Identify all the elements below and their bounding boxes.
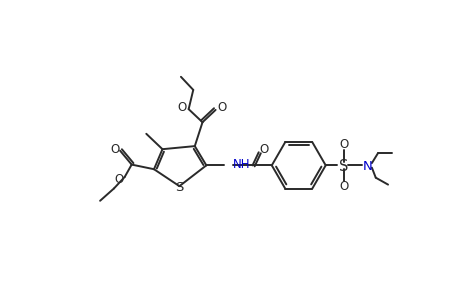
Text: O: O [260, 143, 269, 157]
Text: O: O [115, 173, 124, 186]
Text: O: O [340, 138, 349, 151]
Text: O: O [110, 143, 119, 156]
Text: S: S [175, 181, 184, 194]
Text: N: N [363, 160, 373, 172]
Text: O: O [217, 101, 227, 114]
Text: O: O [178, 101, 187, 114]
Text: NH: NH [233, 158, 250, 171]
Text: S: S [340, 159, 349, 174]
Text: O: O [340, 180, 349, 193]
